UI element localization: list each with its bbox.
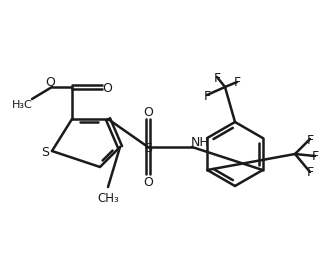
Text: NH: NH xyxy=(191,136,209,149)
Text: O: O xyxy=(102,81,112,94)
Text: F: F xyxy=(306,166,314,179)
Text: CH₃: CH₃ xyxy=(97,191,119,204)
Text: F: F xyxy=(214,71,220,84)
Text: O: O xyxy=(45,76,55,89)
Text: F: F xyxy=(234,76,240,89)
Text: F: F xyxy=(306,133,314,146)
Text: O: O xyxy=(143,175,153,188)
Text: S: S xyxy=(144,141,152,154)
Text: F: F xyxy=(203,89,211,102)
Text: S: S xyxy=(41,145,49,158)
Text: H₃C: H₃C xyxy=(11,100,32,109)
Text: F: F xyxy=(312,150,318,163)
Text: O: O xyxy=(143,106,153,119)
